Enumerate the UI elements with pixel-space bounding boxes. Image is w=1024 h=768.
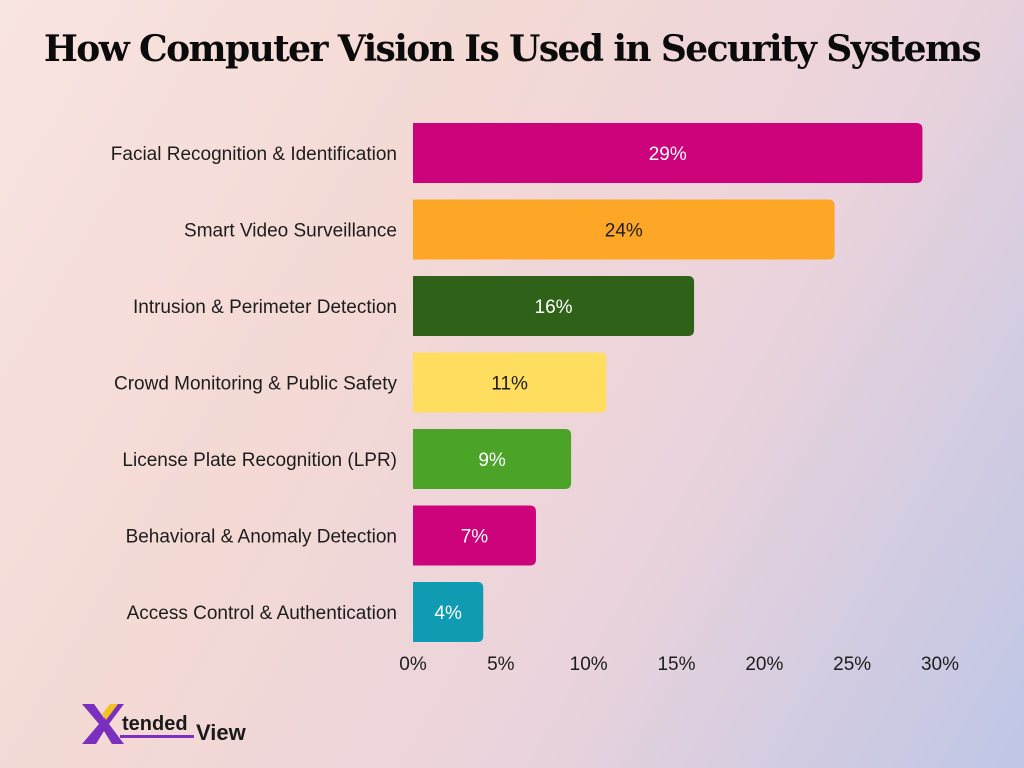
x-tick-label: 10% [570,654,608,675]
bar [413,429,572,489]
x-axis-ticks: 0% 5% 10% 15% 20% 25% 30% [399,654,959,675]
bars-layer: 29% 24% 16% 11% 9% 7% 4% [413,123,923,642]
category-label: Crowd Monitoring & Public Safety [114,374,398,395]
bar-value-label: 11% [491,374,528,395]
category-label: Access Control & Authentication [127,603,397,624]
bar-value-label: 24% [605,221,643,242]
bar [413,123,923,183]
bar [413,199,835,260]
chart-title: How Computer Vision Is Used in Security … [43,28,982,70]
x-tick-label: 0% [399,654,427,675]
bar-value-label: 7% [461,527,489,548]
bar [413,582,484,642]
category-label: Smart Video Surveillance [184,221,397,242]
bar-value-label: 16% [535,297,573,318]
category-label: Behavioral & Anomaly Detection [126,527,397,548]
bar [413,276,695,336]
xtendedview-logo: tended View [82,704,247,745]
x-tick-label: 20% [745,654,783,675]
category-labels: Facial Recognition & Identification Smart… [111,144,398,624]
bar [413,505,536,566]
category-label: Facial Recognition & Identification [111,144,397,165]
logo-text-tended: tended [122,713,188,735]
x-tick-label: 30% [921,654,959,675]
logo-underline [120,735,194,738]
x-tick-label: 15% [657,654,695,675]
x-tick-label: 25% [833,654,871,675]
logo-x-icon [82,704,124,744]
x-tick-label: 5% [487,654,515,675]
logo-text-view: View [196,720,247,745]
bar-value-label: 4% [434,603,462,624]
bar-value-label: 29% [649,144,687,165]
bar [413,352,607,413]
bar-value-label: 9% [478,450,506,471]
category-label: License Plate Recognition (LPR) [122,450,397,471]
category-label: Intrusion & Perimeter Detection [133,297,397,318]
